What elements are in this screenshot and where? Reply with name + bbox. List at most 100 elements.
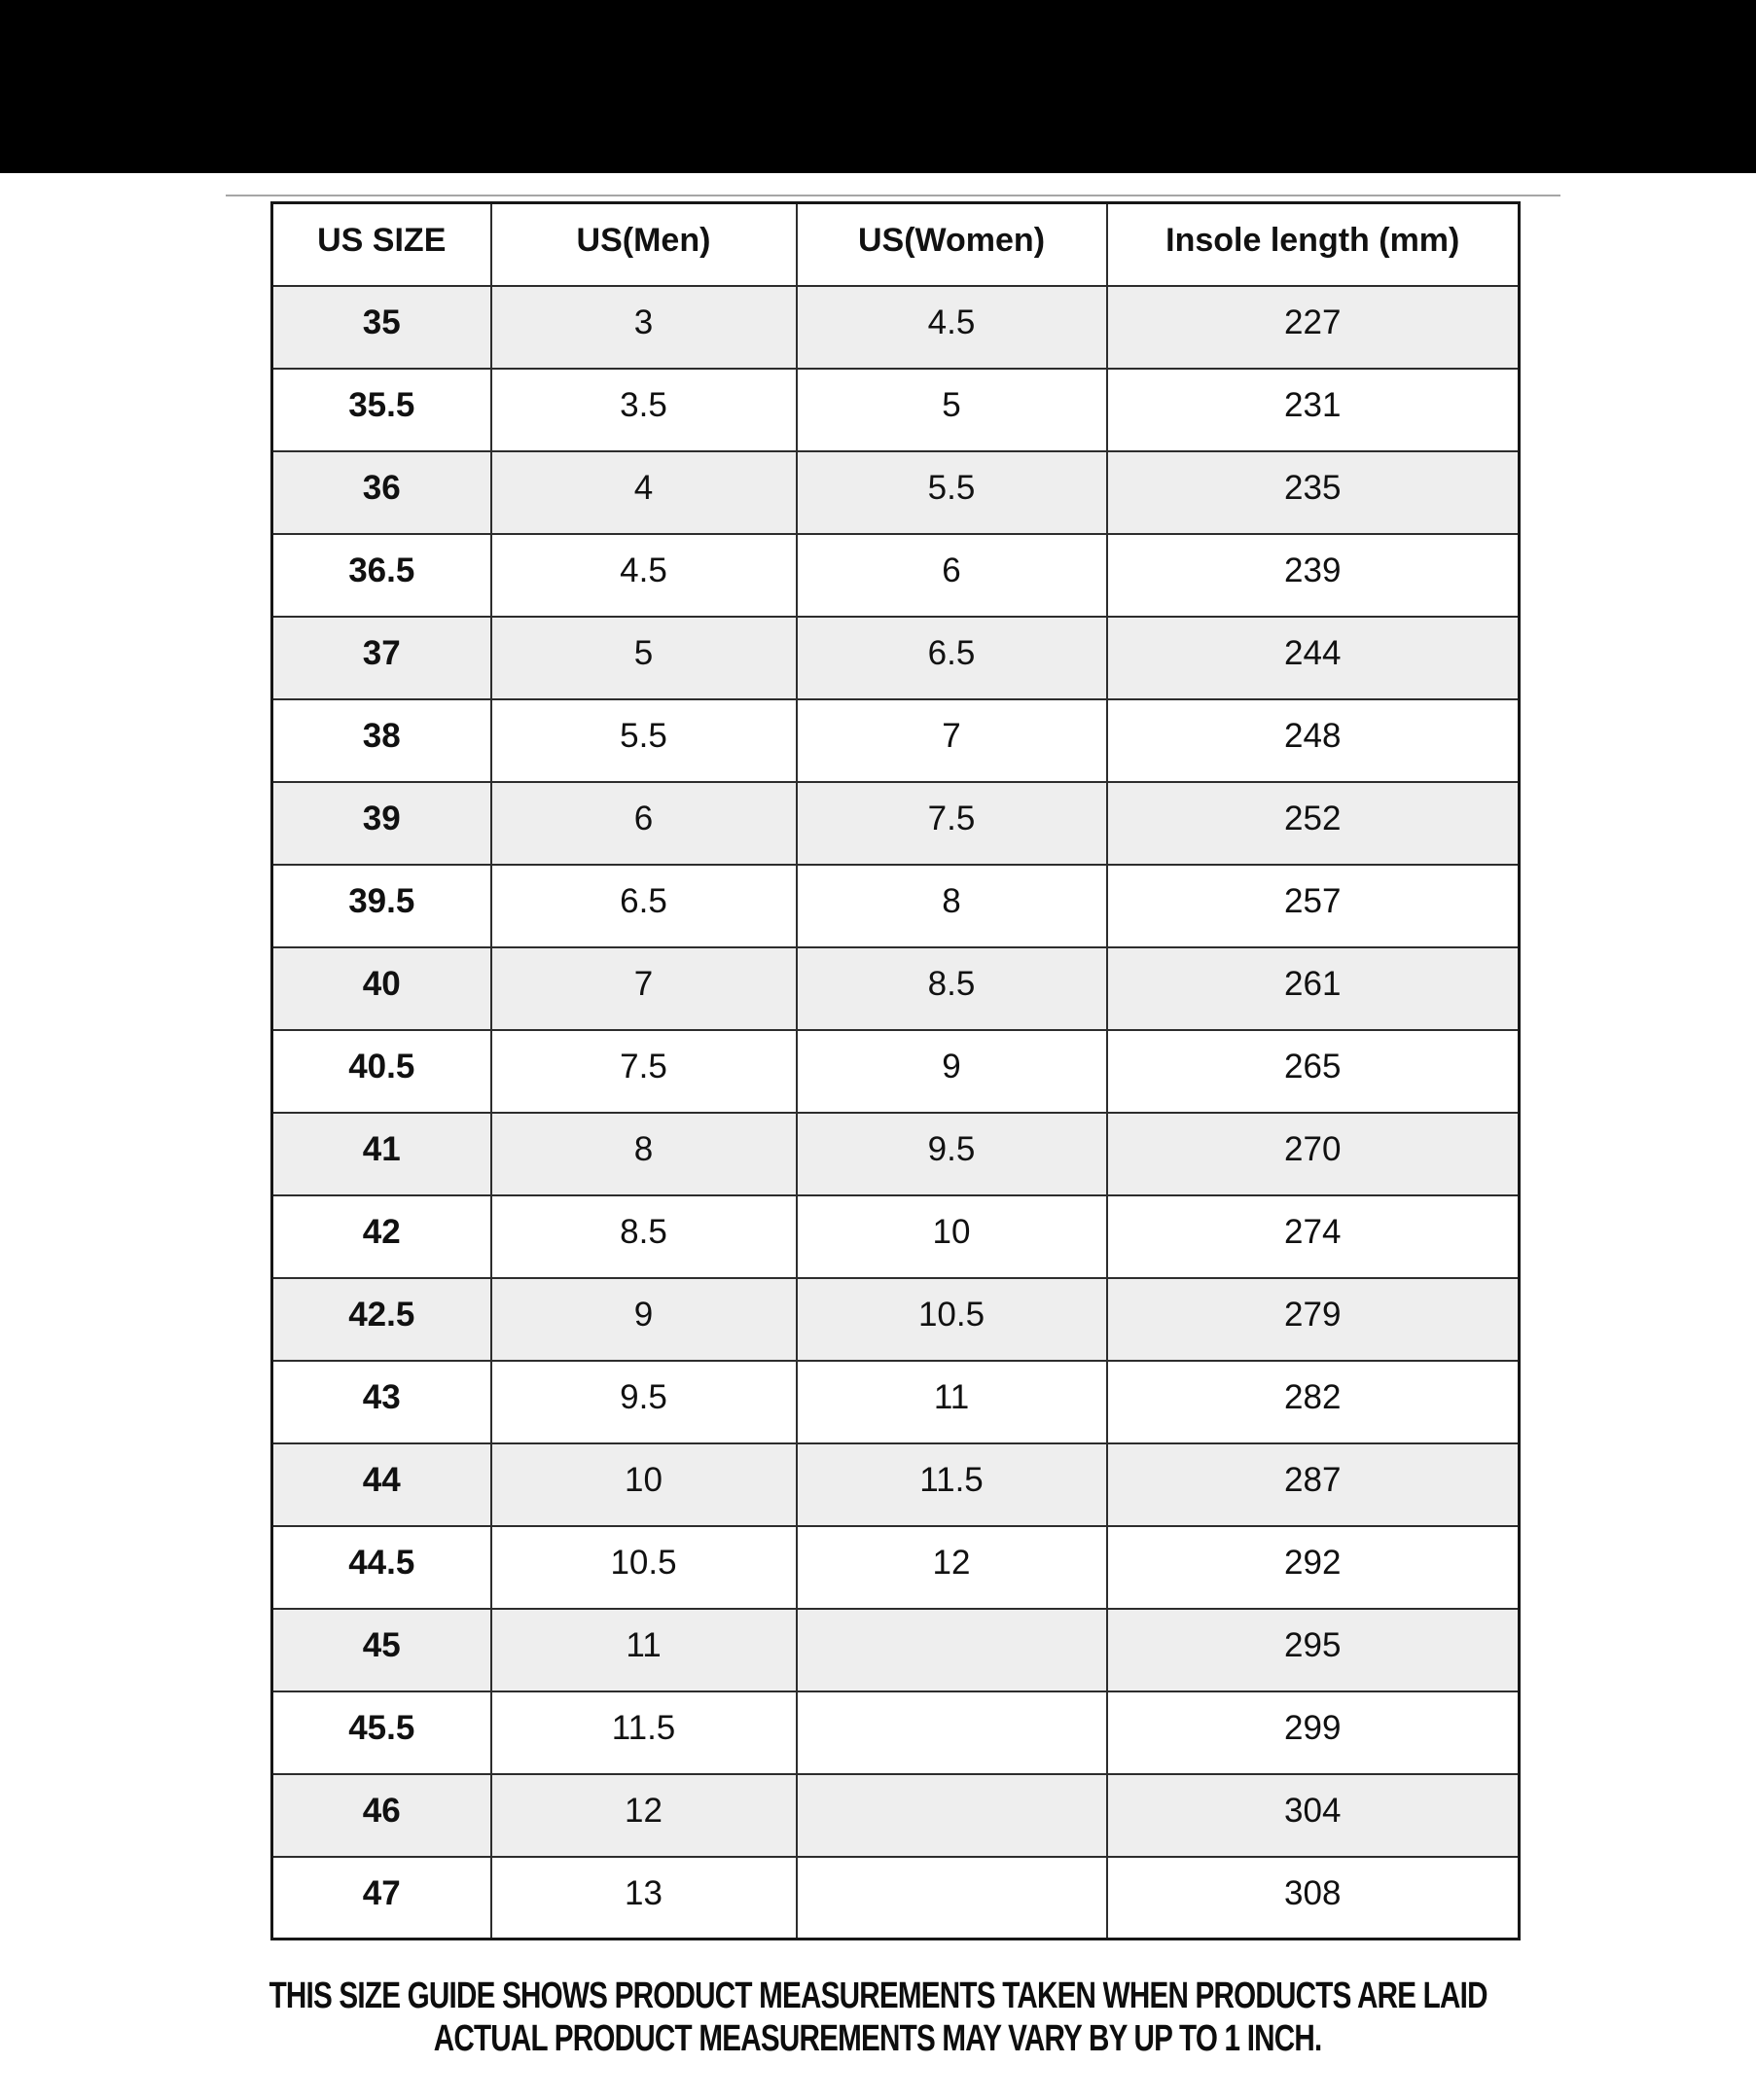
cell-us-size: 35 xyxy=(270,284,492,370)
cell-us-women xyxy=(795,1855,1108,1940)
cell-us-men: 8 xyxy=(489,1111,798,1196)
table-row: 35.5 3.5 5 231 xyxy=(270,367,1521,452)
table-row: 45.5 11.5 299 xyxy=(270,1690,1521,1775)
disclaimer-line-2: ACTUAL PRODUCT MEASUREMENTS MAY VARY BY … xyxy=(0,2017,1756,2060)
table-row: 44.5 10.5 12 292 xyxy=(270,1524,1521,1610)
cell-us-women: 7.5 xyxy=(795,780,1108,866)
cell-us-size: 40 xyxy=(270,945,492,1031)
table-row: 45 11 295 xyxy=(270,1607,1521,1692)
cell-insole-length-mm: 239 xyxy=(1105,532,1521,618)
col-header-us-men: US(Men) xyxy=(489,201,798,287)
cell-insole-length-mm: 304 xyxy=(1105,1772,1521,1858)
table-row: 38 5.5 7 248 xyxy=(270,697,1521,783)
cell-us-women: 7 xyxy=(795,697,1108,783)
cell-us-men: 4.5 xyxy=(489,532,798,618)
cell-us-women: 12 xyxy=(795,1524,1108,1610)
table-row: 47 13 308 xyxy=(270,1855,1521,1940)
table-row: 42.5 9 10.5 279 xyxy=(270,1276,1521,1362)
cell-us-size: 46 xyxy=(270,1772,492,1858)
cell-us-men: 7.5 xyxy=(489,1028,798,1114)
cell-us-size: 44.5 xyxy=(270,1524,492,1610)
cell-us-size: 37 xyxy=(270,615,492,700)
cell-insole-length-mm: 299 xyxy=(1105,1690,1521,1775)
cell-insole-length-mm: 261 xyxy=(1105,945,1521,1031)
cell-us-men: 6 xyxy=(489,780,798,866)
cell-us-size: 39.5 xyxy=(270,863,492,948)
cell-us-men: 13 xyxy=(489,1855,798,1940)
cell-us-size: 47 xyxy=(270,1855,492,1940)
cell-us-women: 8.5 xyxy=(795,945,1108,1031)
cell-us-women: 10 xyxy=(795,1193,1108,1279)
cell-us-size: 45 xyxy=(270,1607,492,1692)
cell-us-men: 3.5 xyxy=(489,367,798,452)
table-row: 36 4 5.5 235 xyxy=(270,449,1521,535)
table-row: 36.5 4.5 6 239 xyxy=(270,532,1521,618)
cell-insole-length-mm: 274 xyxy=(1105,1193,1521,1279)
cell-us-women: 11.5 xyxy=(795,1442,1108,1527)
cell-insole-length-mm: 270 xyxy=(1105,1111,1521,1196)
cell-us-size: 36 xyxy=(270,449,492,535)
cell-us-women: 8 xyxy=(795,863,1108,948)
cell-insole-length-mm: 257 xyxy=(1105,863,1521,948)
cell-us-men: 3 xyxy=(489,284,798,370)
cell-us-women: 9 xyxy=(795,1028,1108,1114)
cell-us-men: 5.5 xyxy=(489,697,798,783)
table-row: 40.5 7.5 9 265 xyxy=(270,1028,1521,1114)
cell-us-men: 6.5 xyxy=(489,863,798,948)
cell-us-women: 6.5 xyxy=(795,615,1108,700)
table-row: 41 8 9.5 270 xyxy=(270,1111,1521,1196)
cell-us-men: 9 xyxy=(489,1276,798,1362)
cell-us-men: 8.5 xyxy=(489,1193,798,1279)
cell-insole-length-mm: 244 xyxy=(1105,615,1521,700)
cell-us-size: 45.5 xyxy=(270,1690,492,1775)
cell-us-men: 4 xyxy=(489,449,798,535)
cell-insole-length-mm: 248 xyxy=(1105,697,1521,783)
table-row: 44 10 11.5 287 xyxy=(270,1442,1521,1527)
cell-us-size: 36.5 xyxy=(270,532,492,618)
disclaimer-line-1: THIS SIZE GUIDE SHOWS PRODUCT MEASUREMEN… xyxy=(0,1975,1756,2017)
cell-us-size: 43 xyxy=(270,1359,492,1444)
cell-insole-length-mm: 308 xyxy=(1105,1855,1521,1940)
cell-us-men: 9.5 xyxy=(489,1359,798,1444)
cell-us-men: 10.5 xyxy=(489,1524,798,1610)
col-header-us-women: US(Women) xyxy=(795,201,1108,287)
cell-insole-length-mm: 235 xyxy=(1105,449,1521,535)
cell-us-women xyxy=(795,1772,1108,1858)
table-row: 40 7 8.5 261 xyxy=(270,945,1521,1031)
cell-us-women xyxy=(795,1690,1108,1775)
size-guide-table: US SIZE US(Men) US(Women) Insole length … xyxy=(270,201,1521,1940)
cell-insole-length-mm: 227 xyxy=(1105,284,1521,370)
cell-us-size: 38 xyxy=(270,697,492,783)
cell-us-women: 11 xyxy=(795,1359,1108,1444)
cell-insole-length-mm: 231 xyxy=(1105,367,1521,452)
top-black-banner xyxy=(0,0,1756,173)
cell-us-men: 7 xyxy=(489,945,798,1031)
table-row: 39.5 6.5 8 257 xyxy=(270,863,1521,948)
table-row: 43 9.5 11 282 xyxy=(270,1359,1521,1444)
size-table-body: 35 3 4.5 227 35.5 3.5 5 231 36 4 5.5 235 36.5 4.5 6 239… xyxy=(270,284,1521,1940)
cell-us-women: 10.5 xyxy=(795,1276,1108,1362)
cell-insole-length-mm: 292 xyxy=(1105,1524,1521,1610)
table-top-shadow-line xyxy=(226,195,1560,196)
cell-us-size: 42.5 xyxy=(270,1276,492,1362)
cell-insole-length-mm: 265 xyxy=(1105,1028,1521,1114)
cell-insole-length-mm: 295 xyxy=(1105,1607,1521,1692)
table-row: 35 3 4.5 227 xyxy=(270,284,1521,370)
cell-us-women xyxy=(795,1607,1108,1692)
cell-us-men: 5 xyxy=(489,615,798,700)
cell-us-men: 11.5 xyxy=(489,1690,798,1775)
cell-us-men: 10 xyxy=(489,1442,798,1527)
cell-us-women: 4.5 xyxy=(795,284,1108,370)
disclaimer-text-1: THIS SIZE GUIDE SHOWS PRODUCT MEASUREMEN… xyxy=(269,1975,1487,2016)
cell-us-size: 41 xyxy=(270,1111,492,1196)
cell-us-women: 9.5 xyxy=(795,1111,1108,1196)
col-header-insole-length: Insole length (mm) xyxy=(1105,201,1521,287)
table-row: 37 5 6.5 244 xyxy=(270,615,1521,700)
cell-us-size: 42 xyxy=(270,1193,492,1279)
table-row: 42 8.5 10 274 xyxy=(270,1193,1521,1279)
cell-insole-length-mm: 279 xyxy=(1105,1276,1521,1362)
cell-insole-length-mm: 252 xyxy=(1105,780,1521,866)
disclaimer-text-2: ACTUAL PRODUCT MEASUREMENTS MAY VARY BY … xyxy=(434,2018,1323,2059)
cell-us-size: 35.5 xyxy=(270,367,492,452)
cell-us-women: 5.5 xyxy=(795,449,1108,535)
